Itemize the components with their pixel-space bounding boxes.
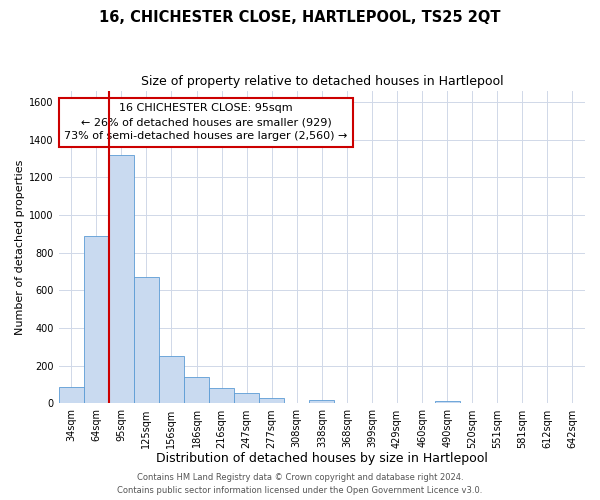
Bar xyxy=(434,400,460,404)
Title: Size of property relative to detached houses in Hartlepool: Size of property relative to detached ho… xyxy=(140,75,503,88)
Bar xyxy=(309,400,334,404)
Text: 16, CHICHESTER CLOSE, HARTLEPOOL, TS25 2QT: 16, CHICHESTER CLOSE, HARTLEPOOL, TS25 2… xyxy=(99,10,501,25)
Bar xyxy=(134,277,159,404)
Bar xyxy=(259,398,284,404)
Text: 16 CHICHESTER CLOSE: 95sqm
← 26% of detached houses are smaller (929)
73% of sem: 16 CHICHESTER CLOSE: 95sqm ← 26% of deta… xyxy=(64,103,348,141)
X-axis label: Distribution of detached houses by size in Hartlepool: Distribution of detached houses by size … xyxy=(156,452,488,465)
Bar xyxy=(184,376,209,404)
Text: Contains HM Land Registry data © Crown copyright and database right 2024.
Contai: Contains HM Land Registry data © Crown c… xyxy=(118,474,482,495)
Bar xyxy=(84,236,109,404)
Bar xyxy=(59,387,84,404)
Bar xyxy=(209,388,234,404)
Bar xyxy=(109,156,134,404)
Bar xyxy=(159,356,184,404)
Y-axis label: Number of detached properties: Number of detached properties xyxy=(15,160,25,334)
Bar xyxy=(234,393,259,404)
